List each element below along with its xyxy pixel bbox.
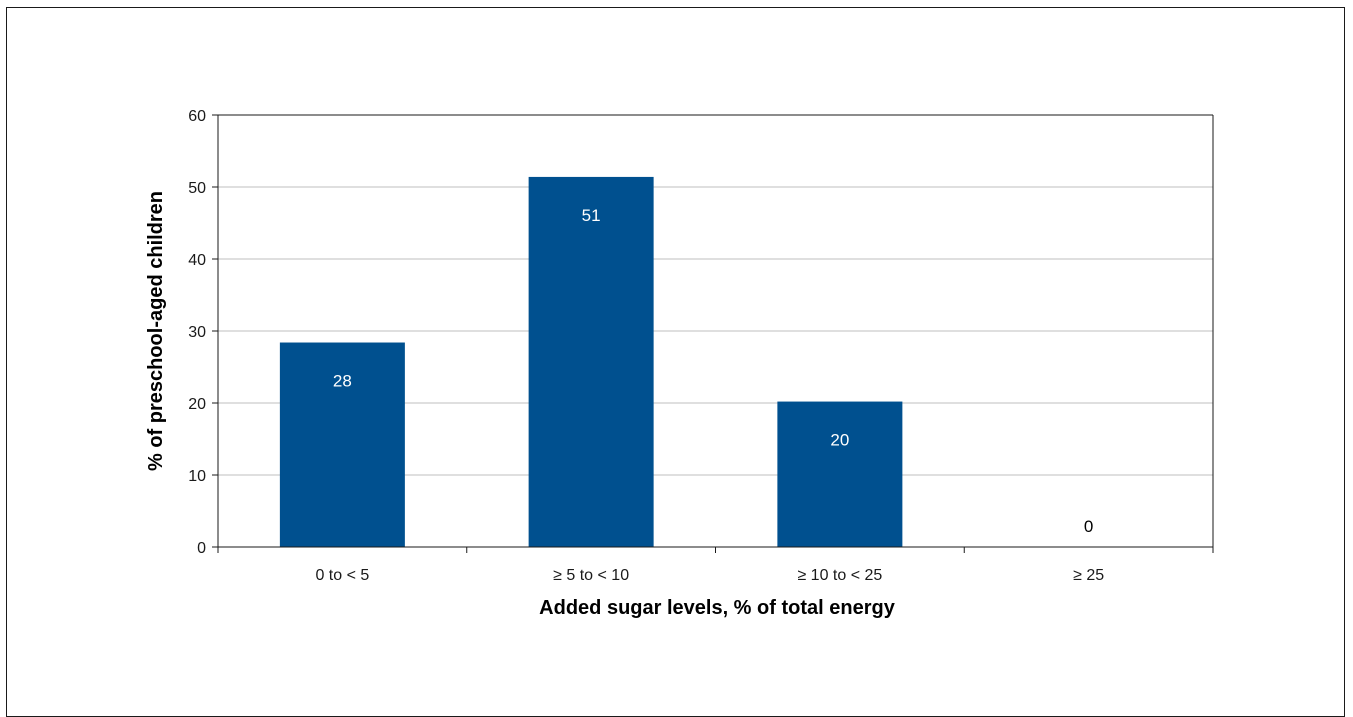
y-tick-labels: 0 10 20 30 40 50 60 [188, 108, 206, 557]
y-axis-title: % of preschool-aged children [145, 191, 167, 471]
y-tick-label: 0 [197, 540, 206, 557]
y-tick-label: 60 [188, 108, 206, 125]
axes [212, 114, 1214, 553]
x-tick-label: ≥ 10 to < 25 [797, 567, 882, 584]
y-tick-label: 20 [188, 396, 206, 413]
data-labels: 28 51 20 0 [333, 206, 1093, 536]
data-label: 28 [333, 372, 352, 391]
data-label: 20 [830, 431, 849, 450]
bars [279, 176, 903, 548]
bar [777, 401, 903, 547]
x-axis-title: Added sugar levels, % of total energy [539, 597, 896, 619]
y-tick-label: 40 [188, 252, 206, 269]
x-tick-labels: 0 to < 5 ≥ 5 to < 10 ≥ 10 to < 25 ≥ 25 [315, 567, 1104, 584]
y-tick-label: 10 [188, 468, 206, 485]
bar [279, 342, 405, 547]
data-label: 51 [582, 206, 601, 225]
data-label: 0 [1084, 517, 1093, 536]
bar [528, 176, 654, 548]
x-tick-label: 0 to < 5 [315, 567, 369, 584]
x-tick-label: ≥ 25 [1073, 567, 1104, 584]
y-tick-label: 50 [188, 180, 206, 197]
y-tick-label: 30 [188, 324, 206, 341]
x-tick-label: ≥ 5 to < 10 [553, 567, 629, 584]
